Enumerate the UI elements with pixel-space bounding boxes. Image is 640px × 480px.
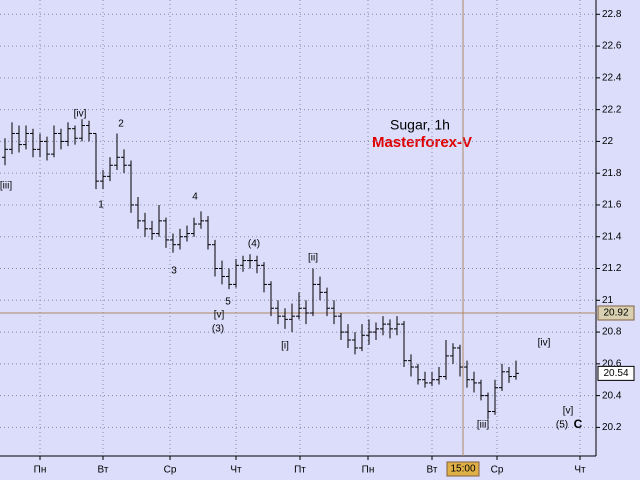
x-tick-label: Вт <box>98 465 109 476</box>
wave-label: [iv] <box>74 109 87 120</box>
y-tick-label: 20.4 <box>602 390 622 401</box>
x-tick-label: Вт <box>427 465 438 476</box>
wave-label: (4) <box>248 239 260 250</box>
y-tick-label: 22.4 <box>602 72 622 83</box>
y-tick-label: 20.8 <box>602 327 622 338</box>
wave-label: 5 <box>225 297 231 308</box>
wave-label: 4 <box>192 192 198 203</box>
wave-label: C <box>574 417 583 431</box>
y-tick-label: 22.6 <box>602 41 622 52</box>
y-tick-label: 21.8 <box>602 168 622 179</box>
cursor-price-label: 20.92 <box>603 308 628 319</box>
y-tick-label: 21.6 <box>602 200 622 211</box>
chart-title: Sugar, 1h <box>390 117 450 133</box>
y-tick-label: 22 <box>602 136 614 147</box>
x-tick-label: Чт <box>574 465 586 476</box>
cursor-time-box <box>446 461 480 477</box>
wave-label: [i] <box>281 341 289 352</box>
y-tick-label: 22.8 <box>602 9 622 20</box>
x-tick-label: Ср <box>491 465 504 476</box>
cursor-time-label: 15:00 <box>450 464 475 475</box>
x-tick-label: Ср <box>164 465 177 476</box>
wave-label: [v] <box>214 310 225 321</box>
x-tick-label: Чт <box>230 465 242 476</box>
x-tick-label: Пн <box>362 465 375 476</box>
wave-label: [iii] <box>477 420 489 431</box>
y-tick-label: 21.4 <box>602 231 622 242</box>
cursor-price-box <box>597 305 635 321</box>
y-tick-label: 20.6 <box>602 358 622 369</box>
y-tick-label: 21 <box>602 295 614 306</box>
wave-label: 3 <box>171 266 177 277</box>
wave-label: [ii] <box>308 253 318 264</box>
wave-label: [v] <box>563 406 574 417</box>
x-tick-label: Пн <box>34 465 47 476</box>
wave-label: 2 <box>118 119 124 130</box>
x-tick-label: Пт <box>294 465 306 476</box>
chart-subtitle: Masterforex-V <box>372 134 472 151</box>
y-tick-label: 21.2 <box>602 263 622 274</box>
y-tick-label: 20.2 <box>602 422 622 433</box>
wave-label: 1 <box>98 200 104 211</box>
last-price-label: 20.54 <box>603 368 628 379</box>
y-tick-label: 22.2 <box>602 104 622 115</box>
wave-label: (5) <box>556 420 568 431</box>
wave-label: [iv] <box>538 338 551 349</box>
last-price-box <box>597 365 635 381</box>
wave-label: (3) <box>212 324 224 335</box>
wave-label: [iii] <box>0 181 12 192</box>
